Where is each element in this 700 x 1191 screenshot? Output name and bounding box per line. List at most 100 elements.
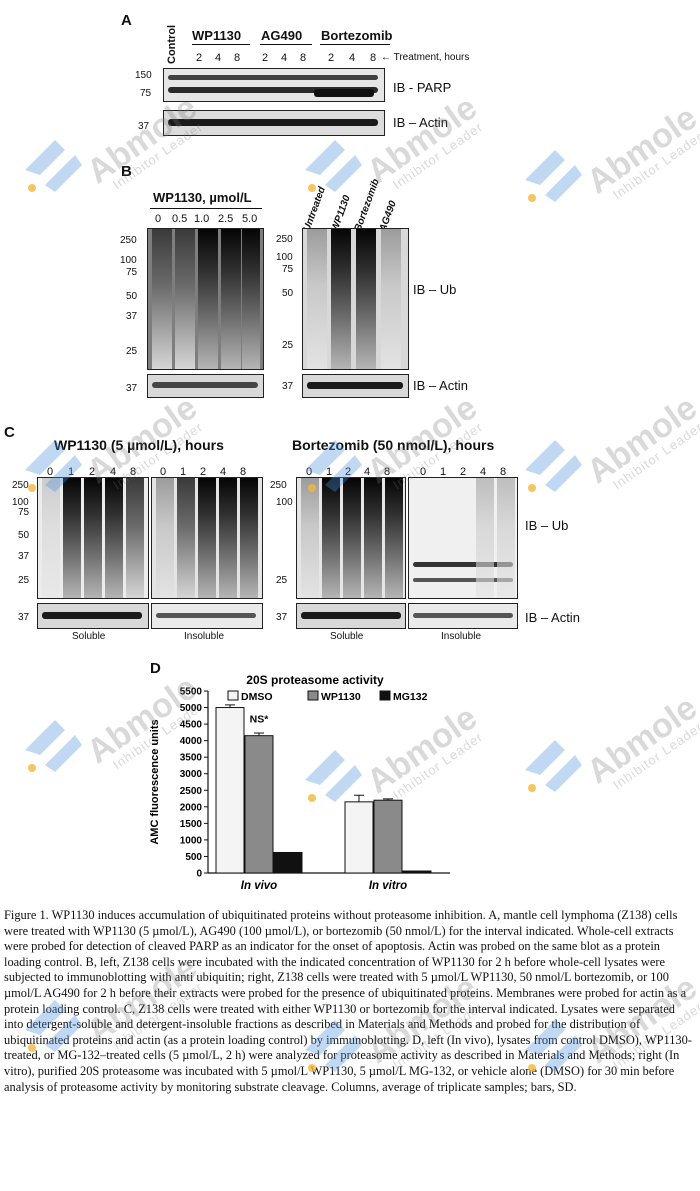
y-tick-label: 4000 (180, 736, 203, 747)
lane-label-untreated: Untreated (301, 185, 328, 233)
y-axis-label: AMC fluorescence units (149, 719, 161, 844)
panel-c-letter: C (4, 424, 15, 441)
c-time: 0 (420, 466, 427, 478)
c-time: 4 (364, 466, 371, 478)
c-time: 4 (110, 466, 117, 478)
marker: 37 (126, 311, 138, 322)
abmole-logo-icon (525, 740, 582, 792)
marker: 100 (276, 497, 293, 508)
figure-caption: Figure 1. WP1130 induces accumulation of… (4, 908, 692, 1094)
abmole-logo-icon (25, 720, 82, 772)
marker: 100 (12, 497, 29, 508)
parp-blot (163, 68, 385, 102)
fraction-label: Soluble (330, 631, 364, 642)
ub-blot-bortezomib-insoluble (408, 477, 518, 599)
ib-actin-label-a: IB – Actin (393, 115, 448, 130)
significance-annotation: NS* (250, 713, 270, 725)
proteasome-activity-chart: 20S proteasome activity DMSO WP1130 MG132 0 5… (149, 673, 450, 892)
bar (244, 735, 274, 874)
c-time: 4 (480, 466, 487, 478)
c-time: 8 (130, 466, 137, 478)
fraction-label: Soluble (72, 631, 106, 642)
legend-label: MG132 (393, 691, 428, 703)
y-tick-label: 4500 (180, 720, 203, 731)
marker: 25 (18, 575, 30, 586)
bar (215, 707, 245, 874)
group-underline (260, 44, 312, 45)
conc-label: 5.0 (242, 213, 258, 225)
title-underline (150, 208, 262, 209)
c-time: 0 (306, 466, 313, 478)
chart-title: 20S proteasome activity (246, 673, 384, 687)
marker: 250 (120, 235, 137, 246)
c-time: 8 (240, 466, 247, 478)
c-time: 0 (160, 466, 167, 478)
control-label: Control (166, 24, 178, 64)
c-time: 1 (180, 466, 187, 478)
marker: 25 (276, 575, 288, 586)
c-time: 2 (345, 466, 352, 478)
fraction-label: Insoluble (441, 631, 482, 642)
actin-blot-c2 (151, 603, 263, 629)
marker: 250 (12, 480, 29, 491)
group-underline (320, 44, 390, 45)
treatment-label: ← Treatment, hours (381, 52, 470, 63)
c-time: 1 (440, 466, 447, 478)
c-time: 4 (220, 466, 227, 478)
conc-label: 0.5 (172, 213, 188, 225)
marker: 250 (270, 480, 287, 491)
group-underline (192, 44, 250, 45)
legend-swatch (379, 690, 391, 701)
ub-blot-bortezomib-soluble (296, 477, 406, 599)
timepoint-label: 2 (196, 52, 203, 64)
conc-label: 1.0 (194, 213, 210, 225)
bar (373, 799, 403, 874)
panel-d-letter: D (150, 660, 161, 677)
ib-ub-label-b: IB – Ub (413, 282, 457, 297)
marker: 75 (126, 267, 138, 278)
lane-label-bortezomib: Bortezomib (352, 177, 382, 233)
y-tick-label: 2500 (180, 786, 203, 797)
actin-blot-c4 (408, 603, 518, 629)
ub-blot-treatment (302, 228, 409, 370)
actin-blot-c3 (296, 603, 406, 629)
y-tick-label: 3500 (180, 753, 203, 764)
actin-blot-b-left (147, 374, 264, 398)
y-tick-label: 2000 (180, 802, 203, 813)
y-tick-label: 0 (196, 869, 202, 880)
c-time: 2 (89, 466, 96, 478)
bortezomib-time-title: Bortezomib (50 nmol/L), hours (292, 437, 495, 453)
actin-blot-b-right (302, 374, 409, 398)
timepoint-label: 8 (234, 52, 241, 64)
marker: 250 (276, 234, 293, 245)
c-time: 0 (47, 466, 54, 478)
abmole-logo-icon (305, 140, 362, 192)
c-time: 1 (326, 466, 333, 478)
conc-label: 0 (155, 213, 162, 225)
ib-ub-label-c: IB – Ub (525, 518, 569, 533)
marker: 37 (276, 612, 288, 623)
legend-swatch (227, 690, 239, 701)
marker: 37 (18, 612, 30, 623)
marker: 75 (18, 507, 30, 518)
bar (402, 870, 432, 874)
y-tick-label: 3000 (180, 769, 203, 780)
y-tick-label: 500 (185, 852, 202, 863)
ib-parp-label: IB - PARP (393, 80, 452, 95)
marker: 100 (120, 255, 137, 266)
marker-150: 150 (135, 70, 152, 81)
abmole-logo-icon (525, 150, 582, 202)
x-category-label: In vitro (369, 880, 407, 892)
group-label-bortezomib: Bortezomib (321, 28, 393, 43)
marker: 50 (282, 288, 294, 299)
ub-blot-concentration (147, 228, 264, 370)
conc-label: 2.5 (218, 213, 234, 225)
timepoint-label: 2 (262, 52, 269, 64)
panel-b-letter: B (121, 163, 132, 180)
group-label-ag490: AG490 (261, 28, 303, 43)
ub-blot-wp1130-insoluble (151, 477, 263, 599)
marker-75: 75 (140, 88, 152, 99)
actin-blot-a (163, 110, 385, 136)
c-time: 2 (200, 466, 207, 478)
fraction-label: Insoluble (184, 631, 225, 642)
